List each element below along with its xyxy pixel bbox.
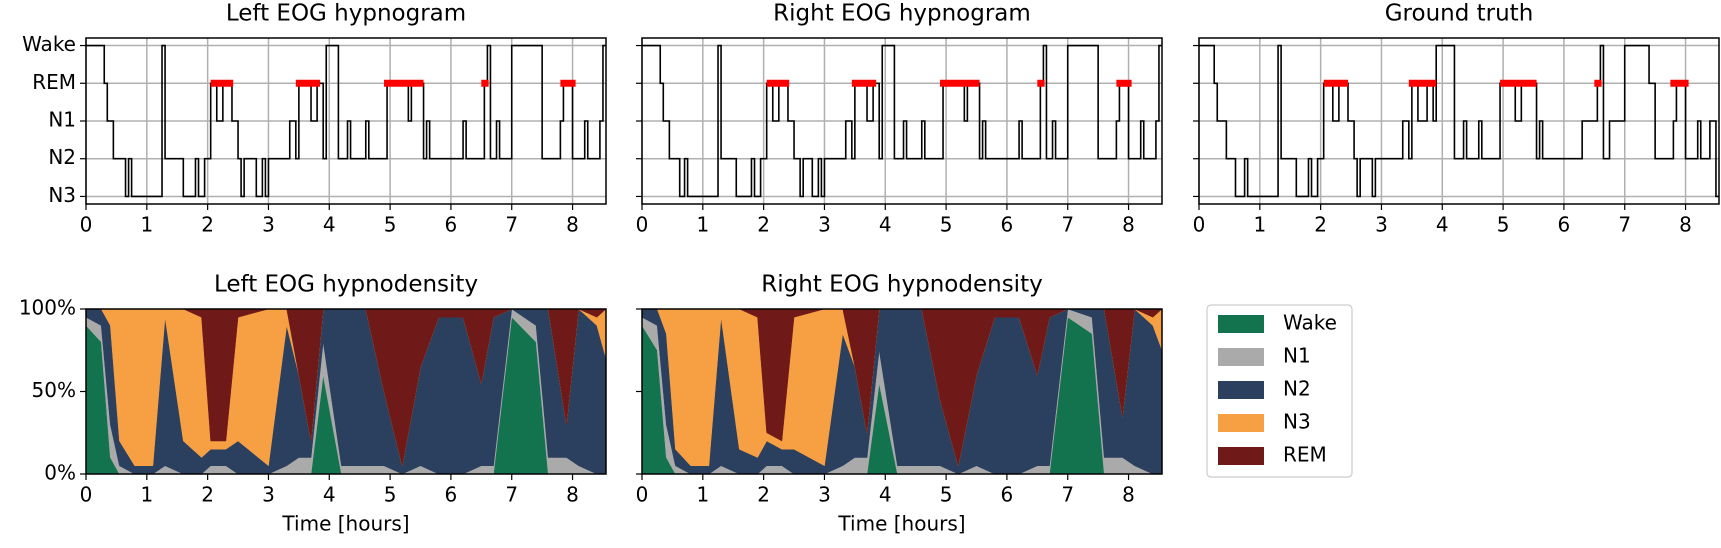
axes-frame xyxy=(641,308,1163,475)
y-tick-label: Wake xyxy=(22,32,76,56)
density-area xyxy=(86,309,606,466)
legend-swatch xyxy=(1218,381,1264,399)
chart-title: Left EOG hypnodensity xyxy=(214,272,478,298)
x-tick-label: 4 xyxy=(323,483,336,507)
density-area xyxy=(642,309,1162,466)
x-tick-label: 3 xyxy=(262,213,275,237)
y-tick-label: 0% xyxy=(44,461,76,485)
x-tick-label: 3 xyxy=(818,213,831,237)
x-tick-label: 0 xyxy=(80,213,93,237)
x-tick-label: 5 xyxy=(384,213,397,237)
x-tick-label: 2 xyxy=(1314,213,1327,237)
x-tick-label: 0 xyxy=(1193,213,1206,237)
x-tick-label: 7 xyxy=(1061,213,1074,237)
x-tick-label: 3 xyxy=(1375,213,1388,237)
panel: Right EOG hypnogram 0 1 2 3 4 5 6 7 8 xyxy=(636,1,1163,237)
x-tick-label: 5 xyxy=(940,213,953,237)
panel: Right EOG hypnodensity 0 1 2 3 4 5 6 7 8 Time [hou… xyxy=(636,272,1163,536)
x-tick-label: 5 xyxy=(384,483,397,507)
x-tick-label: 1 xyxy=(1253,213,1266,237)
axes-frame xyxy=(641,37,1163,205)
x-tick-label: 2 xyxy=(757,213,770,237)
panel: Left EOG hypnogram 0 1 2 3 4 5 6 7 8 Wake REM N1 N2 N3 xyxy=(22,1,607,237)
x-tick-label: 8 xyxy=(566,213,579,237)
x-tick-label: 7 xyxy=(1061,483,1074,507)
x-tick-label: 2 xyxy=(757,483,770,507)
axes-frame xyxy=(85,37,607,205)
chart-title: Right EOG hypnodensity xyxy=(761,272,1042,298)
x-tick-label: 0 xyxy=(80,483,93,507)
legend: Wake N1 N2 N3 REM xyxy=(1206,304,1353,478)
x-tick-label: 1 xyxy=(696,483,709,507)
legend-swatch xyxy=(1218,447,1264,465)
chart-title: Left EOG hypnogram xyxy=(226,1,466,27)
y-tick-label: 50% xyxy=(32,378,76,402)
x-tick-label: 6 xyxy=(1001,483,1014,507)
legend-label: REM xyxy=(1283,443,1327,467)
x-tick-label: 7 xyxy=(505,213,518,237)
y-tick-label: N2 xyxy=(48,145,76,169)
x-tick-label: 5 xyxy=(1497,213,1510,237)
x-tick-label: 3 xyxy=(262,483,275,507)
x-tick-label: 6 xyxy=(445,213,458,237)
x-tick-label: 2 xyxy=(201,483,214,507)
legend-swatch xyxy=(1218,315,1264,333)
x-tick-label: 3 xyxy=(818,483,831,507)
panel: Left EOG hypnodensity 0 1 2 3 4 5 6 7 8 0% 50% 100% T… xyxy=(19,272,607,536)
x-tick-label: 2 xyxy=(201,213,214,237)
x-tick-label: 0 xyxy=(636,483,649,507)
x-tick-label: 4 xyxy=(879,483,892,507)
hypnogram-line xyxy=(1199,44,1719,198)
y-tick-label: N3 xyxy=(48,183,76,207)
x-tick-label: 1 xyxy=(140,483,153,507)
x-tick-label: 8 xyxy=(566,483,579,507)
legend-label: Wake xyxy=(1283,311,1337,335)
panel: Ground truth 0 1 2 3 4 5 6 7 8 xyxy=(1193,1,1720,237)
y-tick-label: 100% xyxy=(19,296,76,320)
x-tick-label: 4 xyxy=(879,213,892,237)
x-tick-label: 1 xyxy=(696,213,709,237)
legend-label: N3 xyxy=(1283,410,1311,434)
hypnogram-line xyxy=(642,44,1162,198)
x-tick-label: 6 xyxy=(445,483,458,507)
x-tick-label: 7 xyxy=(505,483,518,507)
x-tick-label: 5 xyxy=(940,483,953,507)
legend-label: N1 xyxy=(1283,344,1311,368)
legend-swatch xyxy=(1218,348,1264,366)
axes-frame xyxy=(85,308,607,475)
x-tick-label: 6 xyxy=(1001,213,1014,237)
x-tick-label: 8 xyxy=(1679,213,1692,237)
x-tick-label: 4 xyxy=(323,213,336,237)
chart-title: Right EOG hypnogram xyxy=(773,1,1031,27)
chart-title: Ground truth xyxy=(1385,1,1534,27)
x-axis-label: Time [hours] xyxy=(837,512,965,536)
x-tick-label: 1 xyxy=(140,213,153,237)
y-tick-label: N1 xyxy=(48,108,76,132)
x-tick-label: 6 xyxy=(1558,213,1571,237)
x-tick-label: 7 xyxy=(1618,213,1631,237)
legend-label: N2 xyxy=(1283,377,1311,401)
y-tick-label: REM xyxy=(32,70,76,94)
legend-swatch xyxy=(1218,414,1264,432)
axes-frame xyxy=(1198,37,1720,205)
hypnogram-line xyxy=(86,44,606,198)
x-tick-label: 8 xyxy=(1122,483,1135,507)
x-tick-label: 0 xyxy=(636,213,649,237)
x-tick-label: 8 xyxy=(1122,213,1135,237)
x-tick-label: 4 xyxy=(1436,213,1449,237)
x-axis-label: Time [hours] xyxy=(281,512,409,536)
